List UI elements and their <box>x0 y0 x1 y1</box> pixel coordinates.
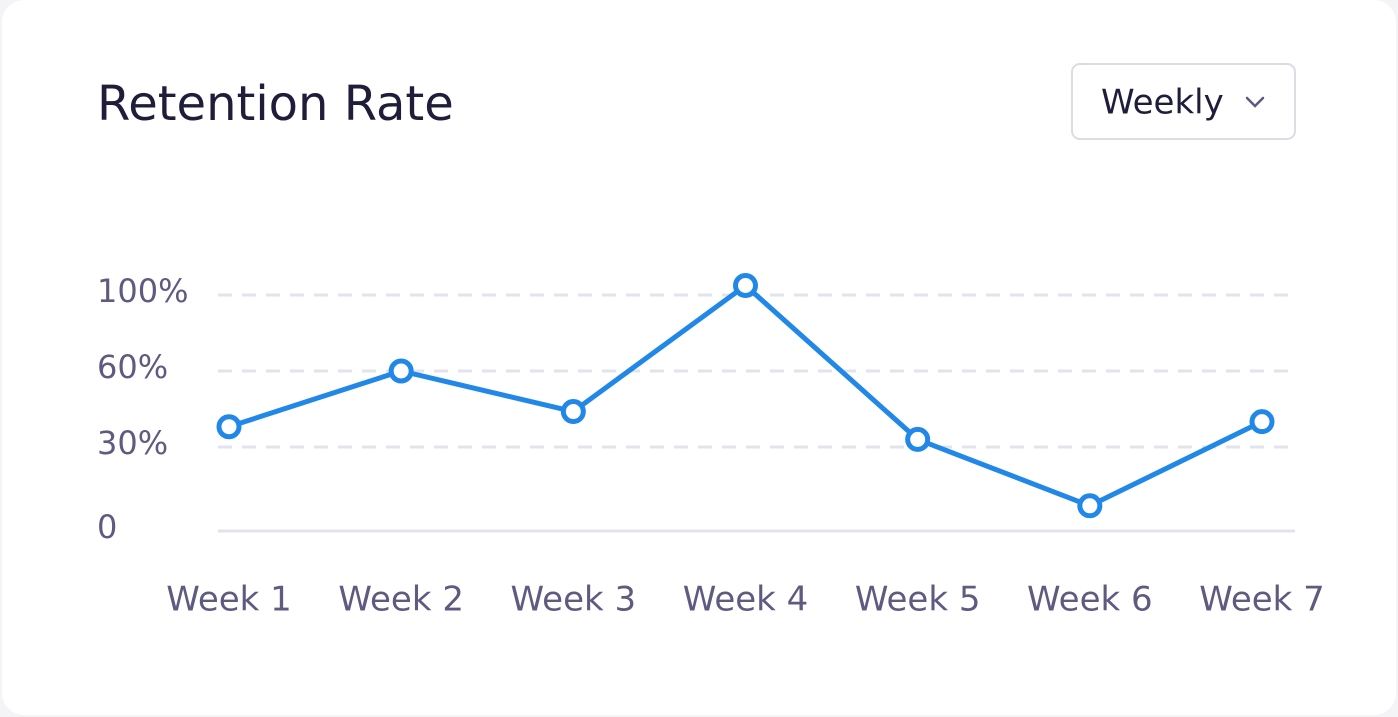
line <box>228 283 1264 509</box>
chart-title: Retention Rate <box>97 76 454 132</box>
point <box>733 273 758 298</box>
y-tick-label: 0 <box>97 508 117 546</box>
chevron[interactable] <box>1245 96 1265 108</box>
x-tick-label: Week 5 <box>855 580 981 620</box>
point <box>388 358 414 384</box>
point <box>560 399 586 425</box>
point <box>216 414 242 440</box>
point <box>1249 409 1275 435</box>
x-tick-label: Week 4 <box>683 580 809 620</box>
y-tick-label: 100% <box>97 272 188 310</box>
x-tick-label: Week 7 <box>1199 580 1325 620</box>
x-tick-label: Week 1 <box>166 580 292 620</box>
y-tick-label: 60% <box>97 348 168 386</box>
period-dropdown[interactable]: Weekly <box>1071 63 1296 140</box>
dropdown-label[interactable]: Weekly <box>1101 83 1224 123</box>
x-tick-label: Week 6 <box>1027 580 1153 620</box>
x-tick-label: Week 2 <box>338 580 464 620</box>
point <box>905 426 931 452</box>
x-tick-label: Week 3 <box>511 580 637 620</box>
dropdown-box[interactable] <box>1071 63 1296 140</box>
y-tick-label: 30% <box>97 424 168 462</box>
point <box>1077 493 1103 519</box>
